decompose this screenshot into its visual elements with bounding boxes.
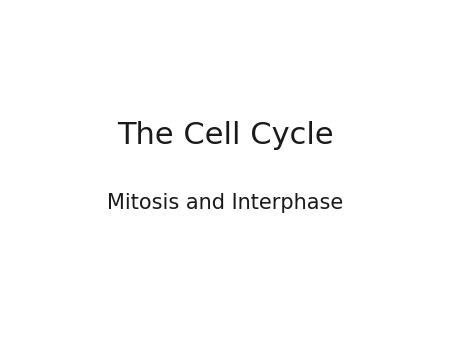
- Text: Mitosis and Interphase: Mitosis and Interphase: [107, 193, 343, 213]
- Text: The Cell Cycle: The Cell Cycle: [117, 121, 333, 150]
